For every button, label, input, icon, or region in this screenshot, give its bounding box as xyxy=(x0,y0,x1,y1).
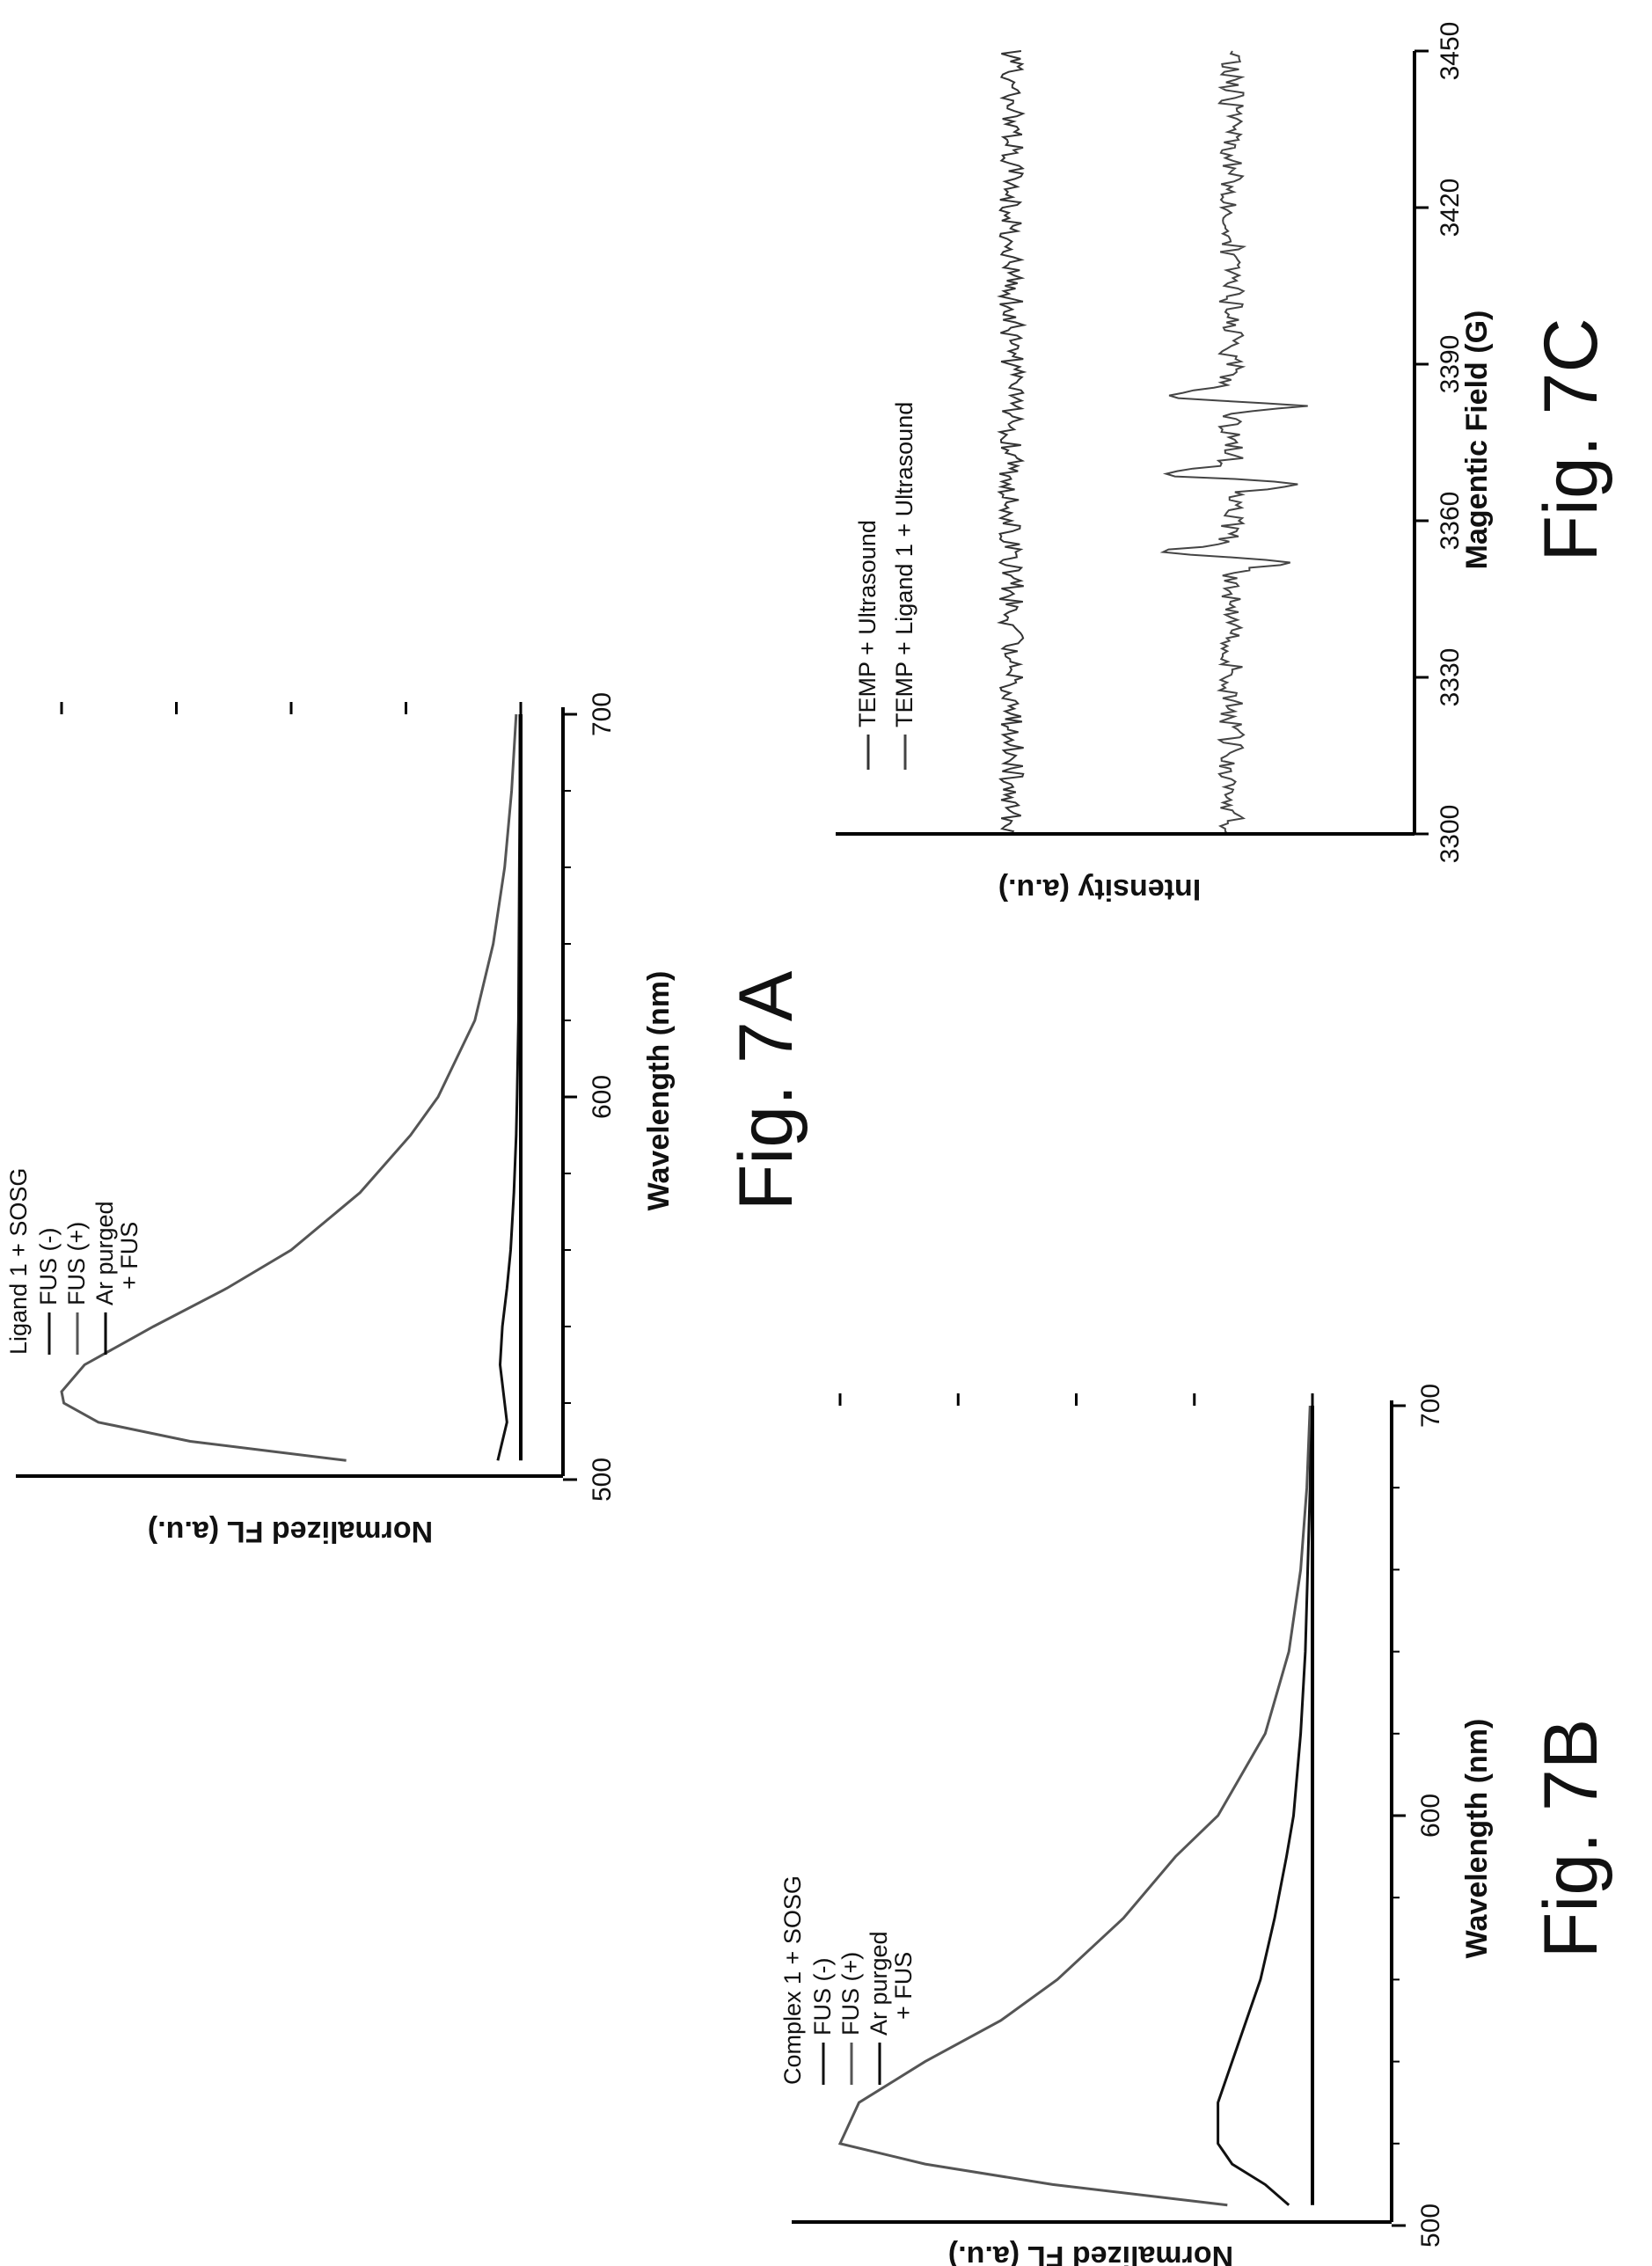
x-tick-label: 3300 xyxy=(1436,805,1465,864)
legend-entry-0: FUS (-) xyxy=(35,1228,62,1355)
series-line-7c-0 xyxy=(996,50,1027,835)
y-axis-label-7a: Normalized FL (a.u.) xyxy=(148,1515,433,1548)
legend-7a: Ligand 1 + SOSG FUS (-) FUS (+) Ar purged+ … xyxy=(5,1168,143,1355)
legend-label: + FUS xyxy=(890,1952,917,2020)
legend-label: + FUS xyxy=(116,1222,143,1290)
legend-label: FUS (+) xyxy=(837,1952,864,2036)
x-tick-label: 3330 xyxy=(1436,648,1465,707)
figure-label-7b: Fig. 7B xyxy=(1529,1719,1613,1958)
y-axis-label-7b: Normalized FL (a.u.) xyxy=(948,2240,1233,2266)
x-tick-label: 600 xyxy=(588,1075,617,1119)
plot-area-7c-lines xyxy=(996,50,1308,835)
legend-label: FUS (+) xyxy=(63,1222,90,1305)
legend-title: Complex 1 + SOSG xyxy=(779,1875,806,2085)
x-tick-label: 3360 xyxy=(1436,492,1465,551)
x-tick-label: 500 xyxy=(1416,2204,1445,2248)
series-line-7a-1 xyxy=(60,713,518,1462)
legend-entry-1: FUS (+) xyxy=(63,1222,90,1355)
legend-entry-2: Ar purged+ FUS xyxy=(91,1201,143,1355)
x-axis-label-7c-page: Magentic Field (G) xyxy=(1460,311,1494,570)
series-line-7b-0 xyxy=(1217,1405,1312,2206)
legend-entry-0: FUS (-) xyxy=(809,1958,836,2085)
chart-7b: 500 600 700 Normalized FL (a.u.) Wavelengt… xyxy=(779,1384,1613,2266)
legend-entry-2: Ar purged+ FUS xyxy=(866,1931,917,2085)
legend-label: Ar purged xyxy=(866,1931,892,2036)
y-axis-label-7c-page: Intensity (a.u.) xyxy=(998,873,1201,906)
series-line-7b-1 xyxy=(837,1405,1312,2207)
legend-label: Ar purged xyxy=(91,1201,118,1305)
x-tick-label: 600 xyxy=(1416,1794,1445,1838)
plot-area-7b xyxy=(837,1405,1314,2207)
x-tick-label: 700 xyxy=(1416,1384,1445,1428)
plot-area-7a xyxy=(60,713,523,1462)
chart-7a: 500 600 700 Normalized FL (a.u.) Wavelengt… xyxy=(5,692,808,1548)
figure-label-7a: Fig. 7A xyxy=(724,970,808,1210)
x-tick-label: 500 xyxy=(588,1458,617,1502)
legend-label: TEMP + Ultrasound xyxy=(854,520,881,727)
series-line-7c-1 xyxy=(1159,50,1308,835)
x-tick-label: 3390 xyxy=(1436,335,1465,394)
legend-label: FUS (-) xyxy=(35,1228,62,1305)
x-tick-label: 3420 xyxy=(1436,179,1465,238)
x-axis-label-7b: Wavelength (nm) xyxy=(1460,1719,1494,1959)
legend-7b: Complex 1 + SOSG FUS (-) FUS (+) Ar purged+… xyxy=(779,1875,917,2085)
ticks-7c-group: 3300 3330 3360 3390 3420 3450 xyxy=(836,22,1465,864)
figure-label-7c-page: Fig. 7C xyxy=(1529,318,1613,561)
x-tick-label: 700 xyxy=(588,692,617,736)
legend-title: Ligand 1 + SOSG xyxy=(5,1168,32,1355)
legend-label: FUS (-) xyxy=(809,1958,836,2036)
x-tick-label: 3450 xyxy=(1436,22,1465,81)
x-axis-label-7a: Wavelength (nm) xyxy=(642,971,676,1211)
legend-7c-group: TEMP + Ultrasound TEMP + Ligand 1 + Ultra… xyxy=(854,402,917,770)
legend-label: TEMP + Ligand 1 + Ultrasound xyxy=(891,402,917,727)
legend-entry-1: FUS (+) xyxy=(837,1952,864,2085)
